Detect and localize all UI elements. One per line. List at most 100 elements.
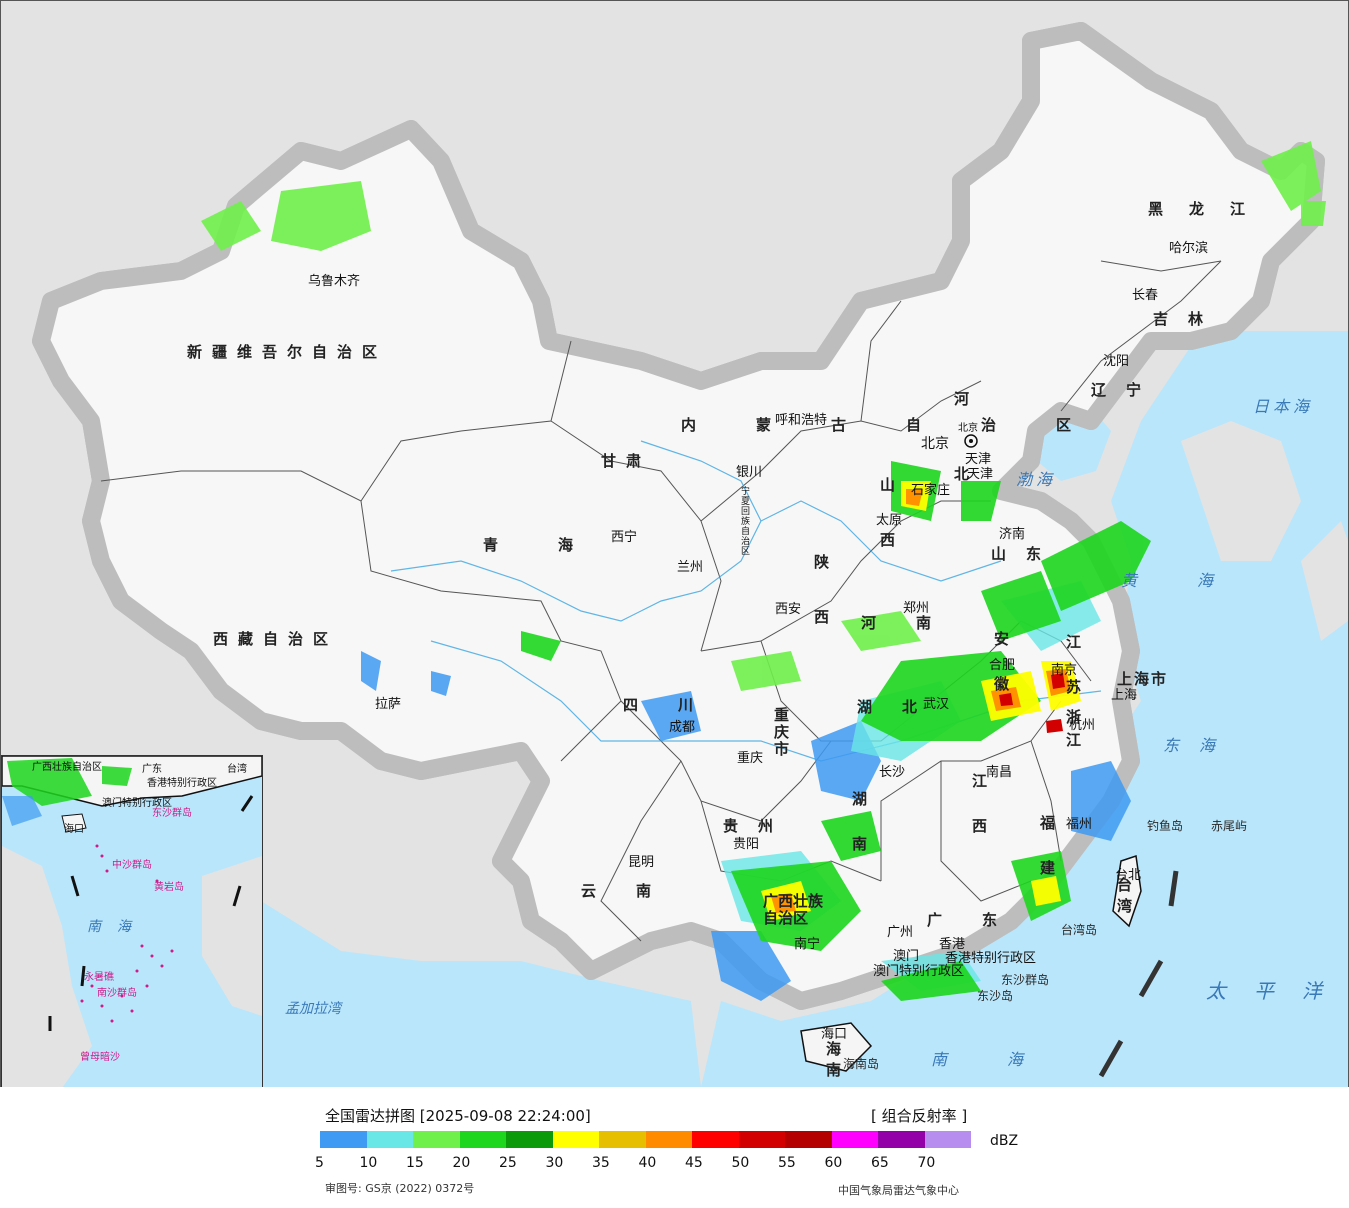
inset-label: 香港特别行政区 [147,778,217,789]
color-swatch [924,1131,971,1148]
province-label: 澳门特别行政区 [873,964,965,979]
color-swatch [320,1131,367,1148]
city-label: 南昌 [986,765,1013,780]
island-label: 东沙岛 [977,989,1014,1003]
unit-label: dBZ [990,1133,1019,1149]
province-label: 山西 [878,477,896,587]
province-label: 台湾 [1115,877,1133,919]
city-label: 重庆 [737,751,764,766]
inset-label: 曾母暗沙 [80,1052,120,1063]
sea-label: 黄海 [1121,571,1274,590]
city-label: 台北 [1115,868,1142,883]
province-label: 安徽 [992,631,1010,721]
province-label: 重庆市 [772,707,790,758]
color-swatch [878,1131,925,1148]
radar-map[interactable]: 新疆维吾尔自治区 西藏自治区 青海 甘肃 内蒙古自治区 黑龙江 吉林 辽宁 河北… [0,0,1349,1088]
city-label: 哈尔滨 [1169,241,1209,256]
province-label: 上海市 [1117,670,1169,688]
province-label: 河北 [952,391,970,541]
sea-label: 日本海 [1253,397,1314,416]
color-scale-tick: 35 [592,1155,610,1171]
color-swatch [645,1131,692,1148]
province-label: 北京 [958,423,978,434]
inset-label: 广西壮族自治区 [32,762,102,773]
city-label: 呼和浩特 [775,413,828,428]
color-scale-tick: 40 [638,1155,657,1171]
province-label: 甘肃 [601,452,652,470]
color-scale-tick: 60 [824,1155,843,1171]
inset-label: 海口 [64,824,84,835]
product-name: [ 组合反射率 ] [871,1107,968,1125]
color-swatch [366,1131,413,1148]
city-label: 武汉 [923,697,950,712]
province-label: 西藏自治区 [213,630,339,648]
color-scale-tick: 10 [359,1155,378,1171]
city-label: 银川 [736,465,763,480]
province-label: 广西壮族自治区 [763,892,824,927]
color-swatch [738,1131,785,1148]
city-label: 西安 [775,602,802,617]
color-scale-tick: 20 [452,1155,471,1171]
inset-label: 东沙群岛 [152,808,192,819]
island-label: 台湾岛 [1061,923,1098,937]
city-label: 昆明 [628,855,655,870]
city-label: 兰州 [677,560,704,575]
province-label: 山东 [991,545,1062,563]
inset-label: 台湾 [227,764,247,775]
province-label: 吉林 [1153,310,1224,328]
color-scale-tick: 45 [685,1155,703,1171]
agency-name: 中国气象局雷达气象中心 [838,1184,959,1197]
city-label: 贵阳 [733,837,760,852]
province-label: 新疆维吾尔自治区 [187,343,388,361]
island-label: 海南岛 [843,1057,880,1071]
province-label: 黑龙江 [1148,200,1272,218]
city-label: 郑州 [903,601,930,616]
color-scale-tick: 15 [406,1155,424,1171]
city-label: 福州 [1066,817,1093,832]
city-label: 天津 [967,467,994,482]
province-label: 辽宁 [1091,381,1162,399]
city-label: 澳门 [893,949,920,964]
legend-title: 全国雷达拼图 [2025-09-08 22:24:00] [325,1107,591,1125]
province-label: 云南 [581,882,692,900]
sea-label: 孟加拉湾 [285,1001,341,1017]
color-scale-tick: 25 [499,1155,517,1171]
island-label: 东沙群岛 [1001,973,1050,987]
color-scale-tick: 70 [917,1155,936,1171]
map-approval-number: 审图号: GS京 (2022) 0372号 [325,1182,475,1195]
inset-sea-label: 南海 [87,919,147,935]
province-label: 湖北 [857,698,948,716]
city-label: 拉萨 [375,697,402,712]
province-label: 江苏 [1064,634,1082,724]
province-label: 贵州 [723,817,794,835]
province-label: 浙江 [1064,709,1082,755]
color-swatch [552,1131,599,1148]
city-label: 南京 [1051,663,1078,678]
province-label: 福建 [1038,815,1056,905]
province-label: 香港特别行政区 [945,951,1037,966]
city-label: 太原 [876,513,903,528]
province-label: 天津 [965,452,992,467]
province-label: 青海 [483,536,634,554]
color-scale-tick: 5 [315,1155,324,1171]
island-label: 钓鱼岛 [1147,819,1184,833]
inset-label: 永暑礁 [84,972,114,983]
inset-label: 广东 [142,764,162,775]
city-label: 沈阳 [1103,354,1130,369]
color-swatch [506,1131,553,1148]
legend-panel: 全国雷达拼图 [2025-09-08 22:24:00] [ 组合反射率 ] d… [0,1087,1349,1208]
province-label: 广东 [927,911,1038,929]
city-label: 上海 [1111,688,1138,703]
province-label: 内蒙古自治区 [681,416,1132,434]
province-label: 河南 [861,614,972,632]
city-label: 杭州 [1069,718,1096,733]
sea-label: 东海 [1163,736,1236,755]
color-swatch [413,1131,460,1148]
inset-label: 中沙群岛 [112,860,152,871]
island-label: 赤尾屿 [1211,819,1248,833]
south-china-sea-inset: 广西壮族自治区 广东 台湾 香港特别行政区 澳门特别行政区 海口 东沙群岛 中沙… [1,755,263,1087]
inset-label: 黄岩岛 [154,882,184,893]
color-scale-tick: 65 [871,1155,889,1171]
color-scale-bar [320,1131,971,1148]
